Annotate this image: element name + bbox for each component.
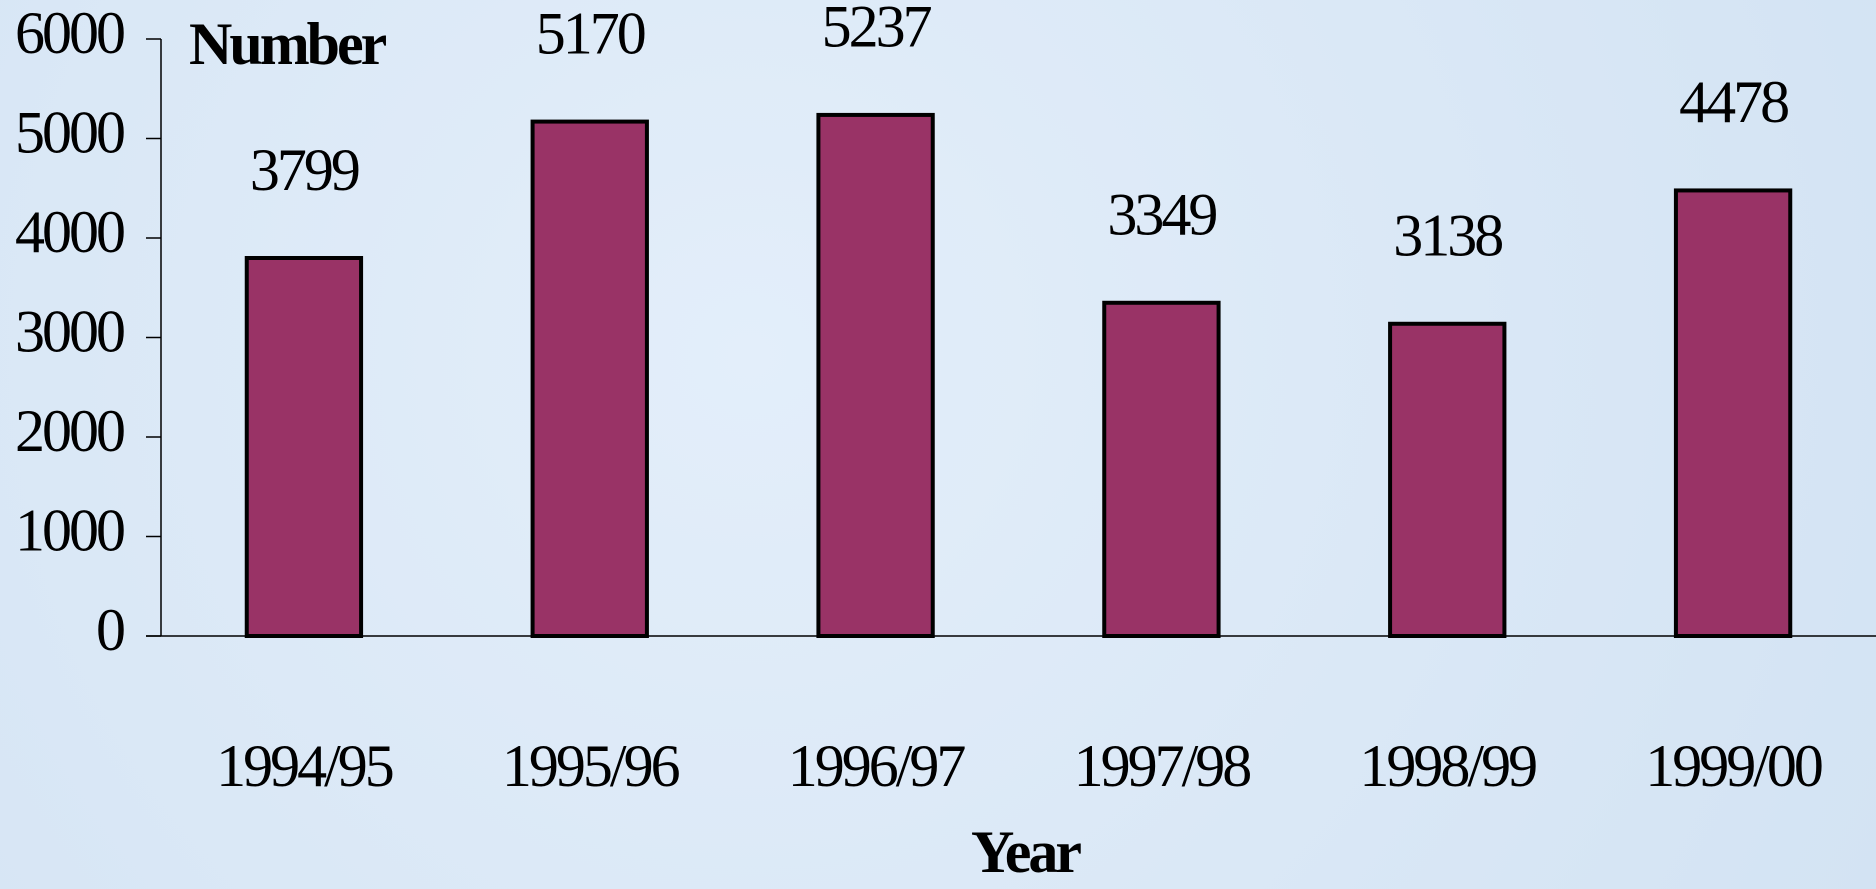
y-tick-label: 0 [96,597,124,663]
x-tick-label: 1996/97 [788,733,966,799]
y-tick-label: 1000 [15,497,124,563]
data-label: 4478 [1679,69,1788,135]
bar [530,119,649,638]
bar [244,255,364,638]
y-tick-label: 6000 [15,0,124,66]
bar [1102,300,1221,638]
x-tick-label: 1994/95 [216,733,393,799]
y-tick-label: 2000 [15,398,124,464]
bar [816,112,935,638]
data-label: 3349 [1107,182,1216,248]
x-tick-label: 1999/00 [1645,733,1822,799]
data-label: 3138 [1393,203,1502,269]
bar [1673,188,1793,638]
y-tick-label: 5000 [15,99,124,165]
y-tick-label: 3000 [15,298,124,364]
x-tick-label: 1995/96 [502,733,680,799]
data-label: 5170 [536,0,645,66]
x-tick-label: 1998/99 [1359,733,1536,799]
x-tick-label: 1997/98 [1074,733,1251,799]
bar [1388,321,1507,638]
data-label: 5237 [822,0,932,60]
x-axis-label: Year [971,819,1081,885]
data-label: 3799 [250,137,359,203]
y-axis-label: Number [189,11,387,77]
y-tick-label: 4000 [15,199,124,265]
